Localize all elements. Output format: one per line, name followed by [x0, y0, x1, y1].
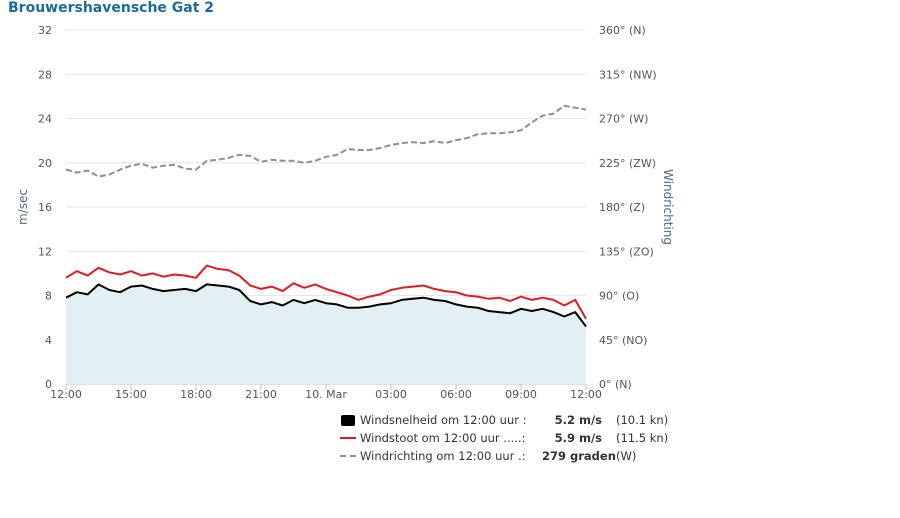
legend-symbol-windrichting: [340, 449, 356, 463]
series-line-windstoot: [65, 264, 587, 320]
legend-label: Windrichting om 12:00 uur .:: [360, 449, 526, 463]
x-tick-label: 15:00: [115, 388, 147, 401]
legend-symbol-windsnelheid: [340, 413, 356, 427]
y-tick-label: 20: [38, 157, 52, 170]
y2-axis-title: Windrichting: [661, 169, 675, 245]
legend-value: 5.2 m/s: [554, 413, 602, 427]
x-tick-label: 12:00: [50, 388, 82, 401]
y-tick-label: 16: [38, 201, 52, 214]
chart-legend: Windsnelheid om 12:00 uur : 5.2 m/s (10.…: [340, 411, 668, 465]
y-tick-label: 12: [38, 245, 52, 258]
y-tick-label: 0: [45, 378, 52, 391]
y-tick-label: 8: [45, 290, 52, 303]
x-tick-label: 09:00: [505, 388, 537, 401]
legend-value: 279 graden: [542, 449, 616, 463]
y-tick-label: 24: [38, 113, 52, 126]
series-line-windsnelheid: [65, 283, 587, 328]
y2-tick-label: 270° (W): [599, 113, 648, 126]
y2-tick-label: 90° (O): [599, 290, 639, 303]
chart-title: Brouwershavensche Gat 2: [8, 0, 215, 16]
y2-tick-label: 315° (NW): [599, 68, 657, 81]
y-tick-label: 32: [38, 24, 52, 37]
y2-tick-label: 45° (NO): [599, 334, 647, 347]
legend-extra: (11.5 kn): [616, 431, 669, 445]
x-tick-label: 03:00: [375, 388, 407, 401]
legend-label: Windsnelheid om 12:00 uur :: [360, 413, 527, 427]
y-tick-label: 28: [38, 68, 52, 81]
y2-tick-label: 180° (Z): [599, 201, 645, 214]
legend-item-windsnelheid[interactable]: Windsnelheid om 12:00 uur : 5.2 m/s (10.…: [340, 411, 668, 429]
y-axis-title: m/sec: [16, 189, 30, 225]
x-tick-label: 18:00: [180, 388, 212, 401]
legend-symbol-windstoot: [340, 431, 356, 445]
y2-tick-label: 135° (ZO): [599, 245, 654, 258]
legend-value: 5.9 m/s: [554, 431, 602, 445]
y2-tick-label: 360° (N): [599, 24, 646, 37]
y-tick-label: 4: [45, 334, 52, 347]
series-line-windrichting: [65, 104, 587, 178]
x-tick-label: 10. Mar: [305, 388, 347, 401]
legend-extra: (10.1 kn): [616, 413, 669, 427]
x-tick-label: 06:00: [440, 388, 472, 401]
x-tick-label: 12:00: [570, 388, 602, 401]
y2-tick-label: 225° (ZW): [599, 157, 656, 170]
series-area-windsnelheid: [66, 284, 586, 384]
legend-label: Windstoot om 12:00 uur .....:: [360, 431, 526, 445]
legend-item-windrichting[interactable]: Windrichting om 12:00 uur .: 279 graden …: [340, 447, 668, 465]
y2-tick-label: 0° (N): [599, 378, 632, 391]
x-tick-label: 21:00: [245, 388, 277, 401]
legend-item-windstoot[interactable]: Windstoot om 12:00 uur .....: 5.9 m/s (1…: [340, 429, 668, 447]
legend-extra: (W): [616, 449, 637, 463]
